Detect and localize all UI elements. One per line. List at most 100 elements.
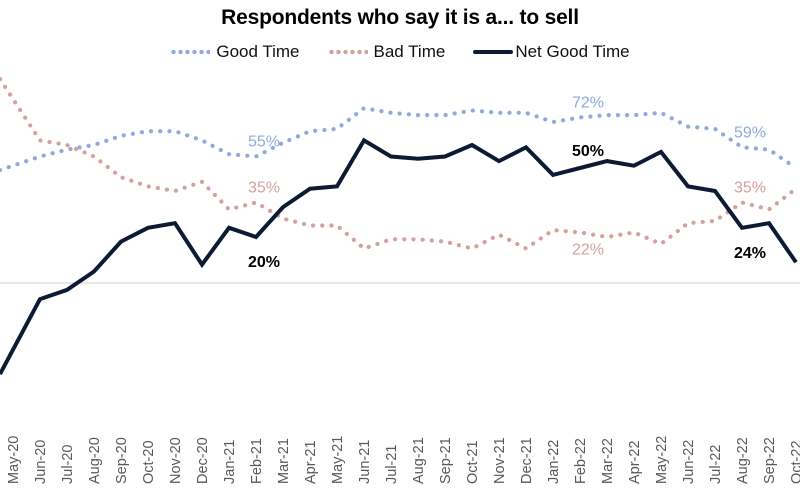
legend-item-bad-time: Bad Time <box>327 42 446 62</box>
data-point-good-time-oct-22 <box>794 166 798 170</box>
data-point-good-time-may-20 <box>11 164 15 168</box>
data-point-bad-time-nov-20 <box>173 189 177 193</box>
x-tick-label: Sep-21 <box>438 437 454 484</box>
series-line-good-time <box>0 105 799 173</box>
chart-title: Respondents who say it is a... to sell <box>221 6 579 29</box>
data-point-good-time-nov-20 <box>173 129 177 133</box>
data-point-bad-time-nov-21 <box>497 233 501 237</box>
x-tick-label: Jan-21 <box>222 440 238 484</box>
data-label-good-time: 72% <box>572 94 604 111</box>
data-label-good-time: 55% <box>248 134 280 151</box>
data-point-net-good-time-apr-22 <box>632 164 636 168</box>
data-point-bad-time-dec-21 <box>524 247 528 251</box>
data-label-good-time: 59% <box>734 124 766 141</box>
data-point-net-good-time-jul-21 <box>389 155 393 159</box>
data-point-bad-time-jul-22 <box>713 219 717 223</box>
data-point-bad-time-oct-20 <box>146 184 150 188</box>
data-point-net-good-time-oct-20 <box>146 226 150 230</box>
data-point-good-time-feb-21 <box>254 155 258 159</box>
data-point-good-time-may-22 <box>659 111 663 115</box>
data-point-bad-time-oct-21 <box>470 247 474 251</box>
data-point-net-good-time-dec-20 <box>200 263 204 267</box>
legend-item-net-good-time: Net Good Time <box>473 42 630 62</box>
data-point-good-time-sep-22 <box>767 148 771 152</box>
data-label-net-good-time: 24% <box>734 245 766 262</box>
data-point-bad-time-aug-22 <box>740 201 744 205</box>
data-point-bad-time-mar-22 <box>605 235 609 239</box>
data-point-bad-time-jan-21 <box>227 207 231 211</box>
x-tick-label: Apr-22 <box>627 440 643 484</box>
data-point-net-good-time-may-21 <box>335 184 339 188</box>
data-point-good-time-aug-22 <box>740 145 744 149</box>
x-tick-label: Oct-20 <box>141 440 157 484</box>
data-point-net-good-time-jun-20 <box>38 297 42 301</box>
data-point-bad-time-may-21 <box>335 224 339 228</box>
x-tick-label: Mar-21 <box>276 438 292 484</box>
legend-label-good-time: Good Time <box>216 42 300 61</box>
data-point-good-time-sep-21 <box>443 113 447 117</box>
data-point-good-time-jul-21 <box>389 111 393 115</box>
data-point-bad-time-aug-20 <box>92 155 96 159</box>
data-point-bad-time-jun-22 <box>686 221 690 225</box>
data-point-net-good-time-jun-21 <box>362 138 366 142</box>
x-tick-label: Jul-22 <box>708 445 724 485</box>
x-tick-label: Mar-22 <box>600 438 616 484</box>
data-point-bad-time-feb-21 <box>254 201 258 205</box>
data-point-net-good-time-nov-20 <box>173 221 177 225</box>
data-point-good-time-oct-20 <box>146 129 150 133</box>
series-line-net-good-time <box>0 137 798 376</box>
legend-swatch-net-good-time <box>473 50 514 54</box>
data-point-bad-time-jul-20 <box>65 143 69 147</box>
data-point-bad-time-jun-20 <box>38 138 42 142</box>
data-point-net-good-time-oct-22 <box>794 260 798 264</box>
data-point-good-time-apr-21 <box>308 129 312 133</box>
data-point-net-good-time-feb-21 <box>254 235 258 239</box>
data-point-bad-time-apr-21 <box>308 224 312 228</box>
x-tick-label: Jul-20 <box>60 445 76 485</box>
data-point-net-good-time-feb-22 <box>578 166 582 170</box>
legend-swatch-good-time <box>170 49 211 55</box>
data-point-net-good-time-aug-20 <box>92 270 96 274</box>
data-point-good-time-feb-22 <box>578 115 582 119</box>
data-label-net-good-time: 20% <box>248 254 280 271</box>
data-point-bad-time-feb-22 <box>578 230 582 234</box>
x-tick-label: Oct-21 <box>465 440 481 484</box>
data-point-good-time-dec-20 <box>200 138 204 142</box>
data-point-bad-time-jan-22 <box>551 228 555 232</box>
x-tick-label: Nov-21 <box>492 437 508 484</box>
data-point-good-time-apr-22 <box>632 113 636 117</box>
data-point-good-time-jul-20 <box>65 148 69 152</box>
data-point-net-good-time-may-22 <box>659 150 663 154</box>
x-tick-label: Jun-22 <box>681 440 697 484</box>
data-point-good-time-jun-22 <box>686 125 690 129</box>
data-point-bad-time-aug-21 <box>416 237 420 241</box>
data-point-net-good-time-jul-20 <box>65 288 69 292</box>
data-point-net-good-time-mar-22 <box>605 159 609 163</box>
x-tick-label: Dec-21 <box>519 437 535 484</box>
data-label-bad-time: 35% <box>734 180 766 197</box>
x-tick-label: Nov-20 <box>168 437 184 484</box>
data-point-good-time-aug-20 <box>92 143 96 147</box>
data-point-bad-time-sep-21 <box>443 240 447 244</box>
legend-label-bad-time: Bad Time <box>373 42 446 61</box>
data-point-bad-time-apr-22 <box>632 230 636 234</box>
x-tick-label: Feb-22 <box>573 438 589 484</box>
x-tick-label: Sep-22 <box>762 437 778 484</box>
data-point-bad-time-sep-20 <box>119 175 123 179</box>
data-point-good-time-may-21 <box>335 127 339 131</box>
legend-swatch-bad-time <box>327 49 368 55</box>
series-line-bad-time <box>0 77 799 251</box>
data-point-good-time-sep-20 <box>119 134 123 138</box>
data-point-net-good-time-oct-21 <box>470 143 474 147</box>
legend-item-good-time: Good Time <box>170 42 300 62</box>
data-point-good-time-nov-21 <box>497 111 501 115</box>
x-tick-label: Sep-20 <box>114 437 130 484</box>
data-point-net-good-time-may-20 <box>11 348 15 352</box>
data-point-good-time-mar-21 <box>281 141 285 145</box>
data-label-bad-time: 22% <box>572 241 604 258</box>
data-point-bad-time-may-20 <box>11 97 15 101</box>
data-point-good-time-mar-22 <box>605 113 609 117</box>
data-point-bad-time-oct-22 <box>794 187 798 191</box>
x-tick-label: May-22 <box>654 436 670 484</box>
